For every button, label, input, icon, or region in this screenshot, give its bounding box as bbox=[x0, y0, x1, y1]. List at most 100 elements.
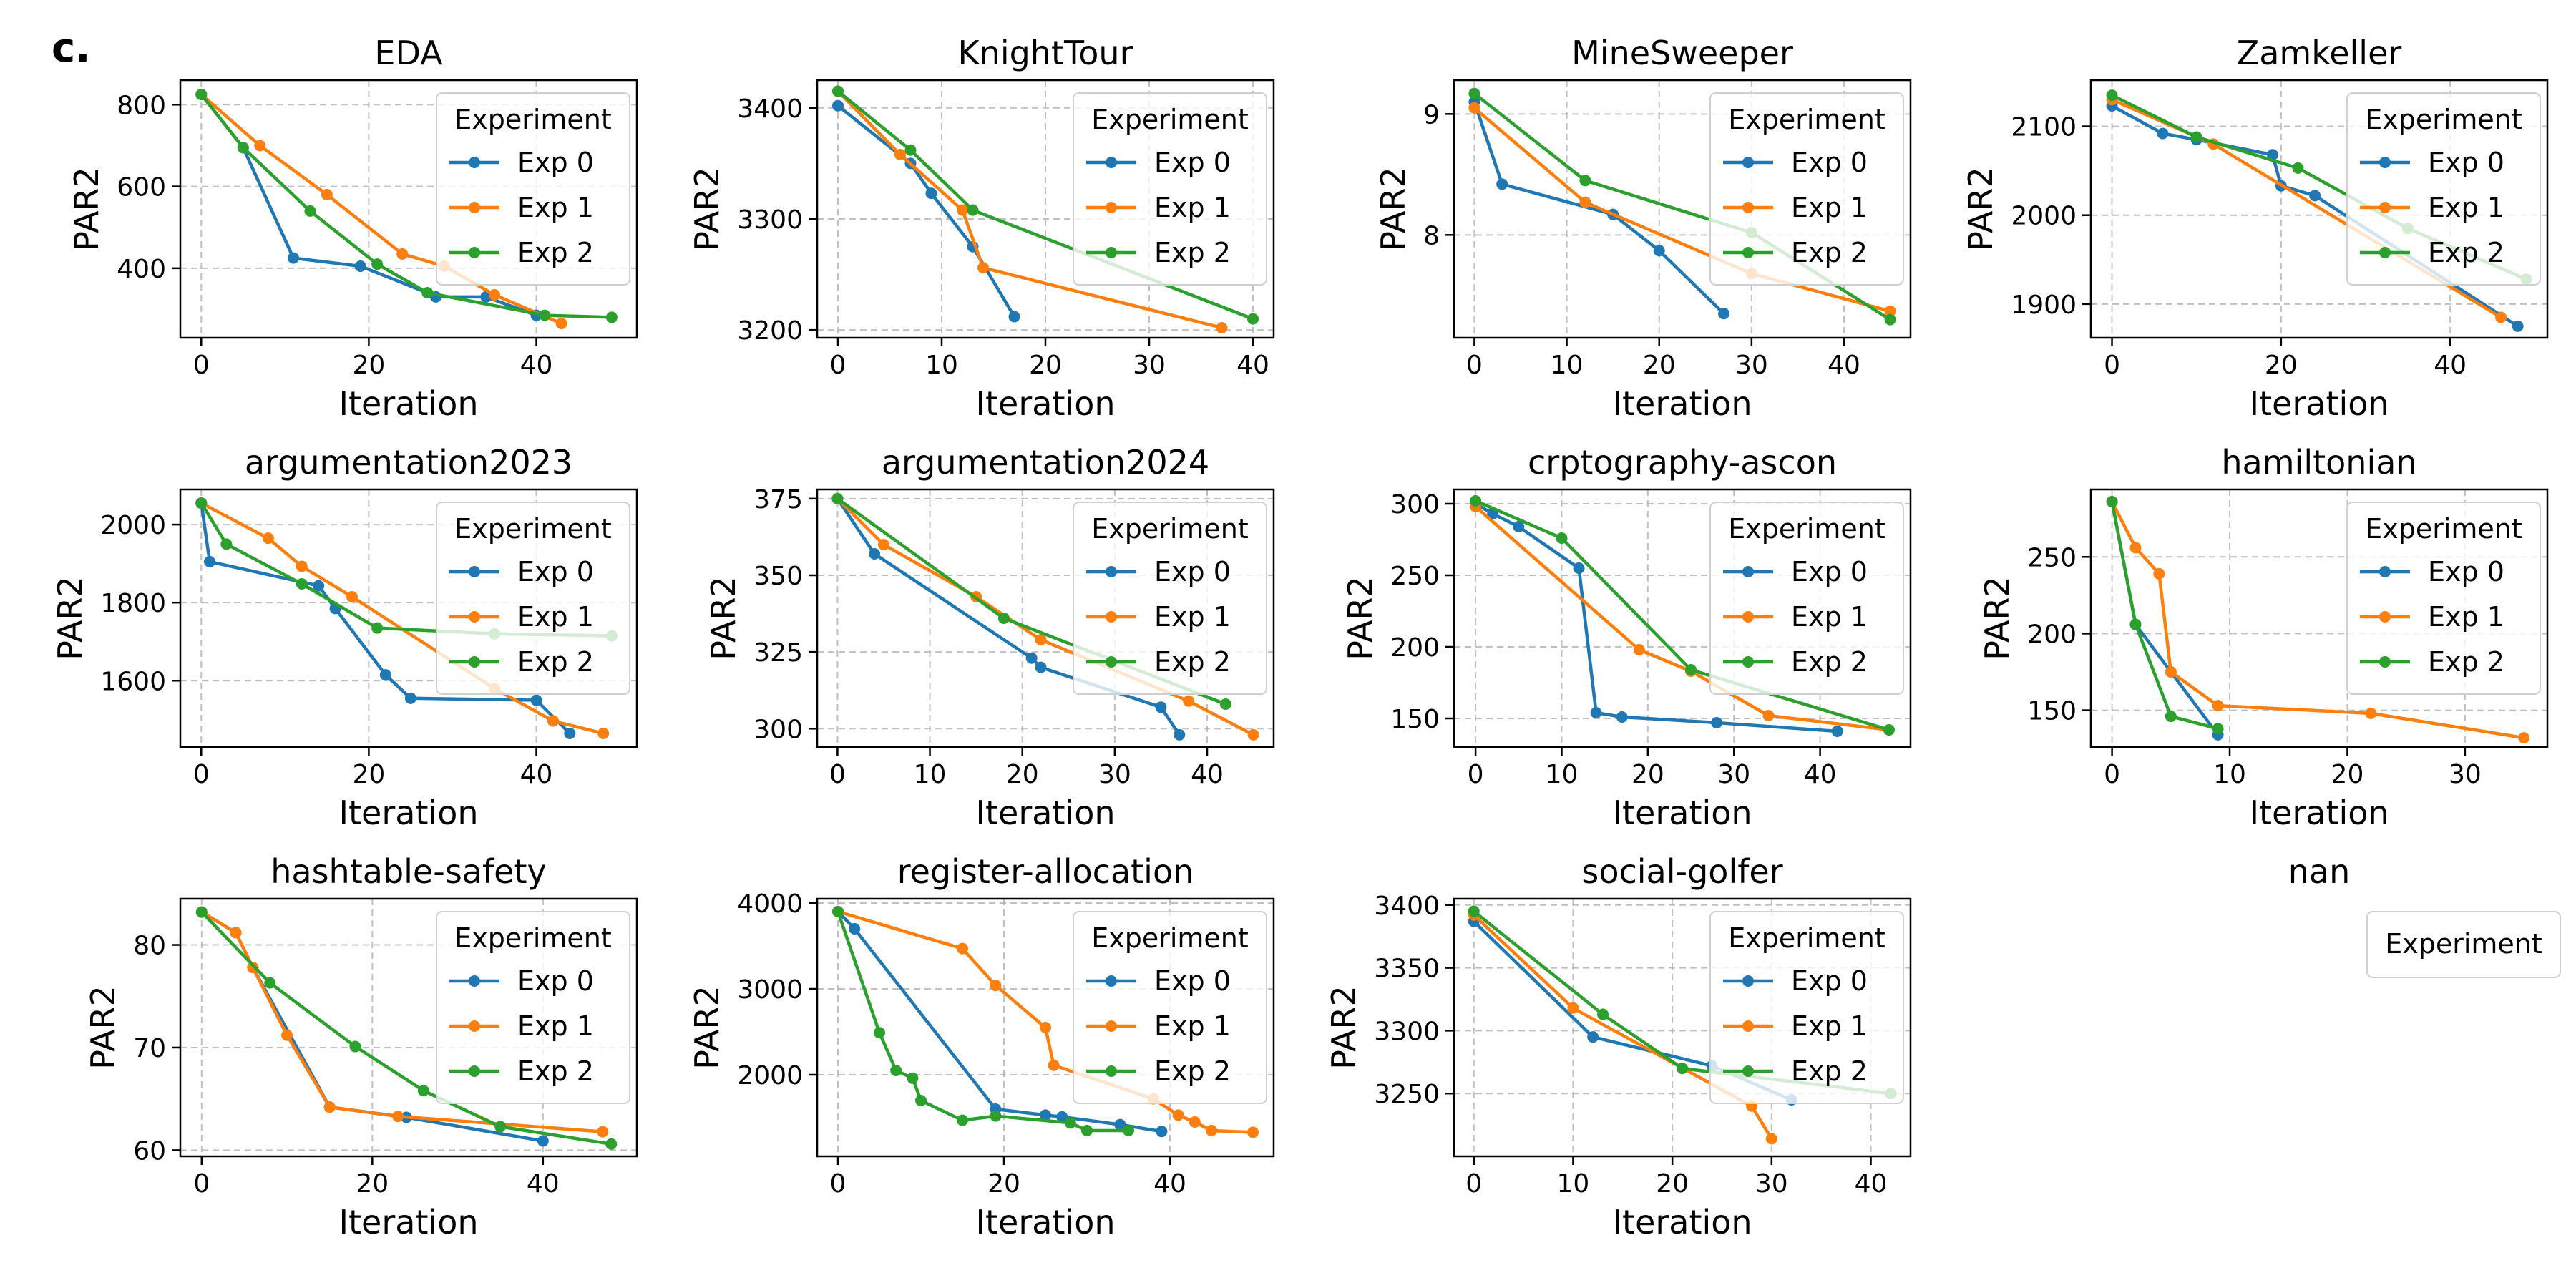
x-axis-label: Iteration bbox=[975, 384, 1115, 423]
x-axis-label: Iteration bbox=[338, 794, 478, 832]
legend-swatch-marker bbox=[2379, 611, 2391, 623]
legend-swatch-marker bbox=[1742, 1065, 1754, 1077]
legend-entry-exp-0: Exp 0 bbox=[449, 147, 594, 178]
x-tick-label: 0 bbox=[1465, 1169, 1482, 1199]
data-point bbox=[1123, 1125, 1134, 1136]
legend-label: Exp 0 bbox=[2428, 147, 2504, 178]
legend-label: Exp 1 bbox=[517, 1010, 594, 1042]
legend-swatch-marker bbox=[1742, 975, 1754, 987]
data-point bbox=[1172, 1109, 1184, 1121]
panel-title: Zamkeller bbox=[2237, 34, 2402, 72]
y-axis-label: PAR2 bbox=[688, 985, 726, 1070]
data-point bbox=[849, 923, 861, 935]
legend-swatch-marker bbox=[469, 202, 480, 213]
data-point bbox=[564, 727, 576, 739]
series-line bbox=[2110, 501, 2219, 731]
axes-frame bbox=[179, 488, 638, 748]
legend-label: Exp 1 bbox=[517, 601, 594, 633]
y-tick-label: 80 bbox=[133, 932, 166, 961]
legend-frame bbox=[2346, 502, 2541, 695]
legend-swatch-marker bbox=[1742, 1020, 1754, 1032]
data-point bbox=[904, 144, 917, 156]
data-point bbox=[605, 311, 618, 323]
x-tick-label: 40 bbox=[1804, 760, 1837, 789]
legend-label: Exp 2 bbox=[2428, 237, 2504, 268]
data-point bbox=[349, 1040, 361, 1053]
y-axis-label: PAR2 bbox=[1374, 167, 1413, 251]
data-point bbox=[404, 692, 416, 704]
y-tick-label: 3300 bbox=[1374, 1017, 1440, 1046]
data-point bbox=[2106, 89, 2118, 102]
legend-entry-exp-2: Exp 2 bbox=[1086, 237, 1231, 268]
data-point bbox=[1884, 305, 1896, 317]
legend-label: Exp 0 bbox=[1791, 556, 1868, 587]
series-exp-2 bbox=[2106, 496, 2224, 735]
legend-entry-exp-0: Exp 0 bbox=[449, 965, 594, 997]
legend-frame bbox=[1709, 911, 1904, 1104]
series-line bbox=[836, 911, 1128, 1133]
legend-swatch-marker bbox=[2379, 656, 2391, 668]
legend: Experiment Exp 0 Exp 1 Exp 2 bbox=[1073, 502, 1267, 695]
data-point bbox=[915, 1095, 927, 1106]
data-point bbox=[1567, 1002, 1579, 1014]
data-point bbox=[371, 258, 384, 270]
y-tick-label: 2000 bbox=[2011, 202, 2077, 231]
x-tick-label: 20 bbox=[352, 760, 385, 789]
y-tick-label: 400 bbox=[117, 255, 166, 284]
data-point bbox=[977, 262, 989, 274]
figure-label: c. bbox=[52, 25, 90, 72]
y-tick-label: 1900 bbox=[2011, 291, 2077, 320]
legend-entry-exp-2: Exp 2 bbox=[1086, 646, 1231, 678]
data-point bbox=[2267, 149, 2279, 161]
series-exp-2 bbox=[1470, 495, 1895, 736]
legend-entry-exp-0: Exp 0 bbox=[1723, 147, 1868, 178]
data-point bbox=[220, 538, 233, 550]
data-point bbox=[2518, 732, 2530, 744]
data-point bbox=[1155, 701, 1167, 713]
data-point bbox=[967, 204, 979, 216]
legend-frame bbox=[436, 502, 630, 695]
legend-label: Exp 2 bbox=[1154, 1055, 1231, 1087]
data-point bbox=[597, 727, 610, 739]
legend-entry-exp-2: Exp 2 bbox=[1723, 646, 1868, 678]
panel-hamiltonian: hamiltonian 0 10 20 30 150 200 250 Iteration PAR2… bbox=[1978, 443, 2549, 832]
panel-eda: EDA 0 20 40 400 600 800 Iteration PAR2 Experiment… bbox=[67, 34, 638, 423]
data-point bbox=[869, 548, 881, 560]
legend-label: Exp 1 bbox=[2428, 192, 2504, 223]
data-point bbox=[1496, 178, 1508, 190]
y-tick-label: 8 bbox=[1423, 221, 1440, 250]
axes-frame bbox=[1453, 897, 1912, 1158]
panel-knighttour: KnightTour 0 10 20 30 40 3200 3300 3400 Iteration… bbox=[688, 34, 1275, 423]
data-point bbox=[421, 287, 434, 299]
data-point bbox=[296, 560, 308, 572]
legend: Experiment Exp 0 Exp 1 Exp 2 bbox=[1709, 92, 1904, 286]
data-point bbox=[392, 1111, 404, 1123]
panel-title: hamiltonian bbox=[2221, 443, 2416, 482]
y-axis-label: PAR2 bbox=[84, 985, 122, 1070]
x-tick-label: 30 bbox=[2449, 760, 2482, 789]
series-exp-2 bbox=[195, 906, 618, 1150]
y-tick-label: 3250 bbox=[1374, 1080, 1440, 1109]
data-point bbox=[555, 318, 567, 329]
legend-swatch-marker bbox=[469, 1065, 480, 1077]
x-tick-label: 10 bbox=[925, 351, 958, 380]
legend: Experiment Exp 0 Exp 1 Exp 2 bbox=[436, 911, 630, 1104]
legend-label: Exp 1 bbox=[1154, 601, 1231, 633]
data-point bbox=[2165, 711, 2177, 723]
data-point bbox=[1718, 308, 1730, 320]
data-point bbox=[597, 1126, 609, 1138]
data-point bbox=[2292, 162, 2304, 174]
data-point bbox=[304, 205, 316, 217]
legend-swatch-marker bbox=[2379, 157, 2391, 168]
y-tick-label: 200 bbox=[1390, 633, 1440, 663]
legend-entry-exp-0: Exp 0 bbox=[1086, 556, 1231, 587]
data-point bbox=[2212, 700, 2224, 712]
x-tick-label: 40 bbox=[520, 760, 553, 789]
x-tick-label: 40 bbox=[520, 351, 553, 380]
data-point bbox=[1677, 1063, 1688, 1075]
data-point bbox=[894, 148, 906, 160]
x-tick-label: 0 bbox=[193, 351, 210, 380]
data-point bbox=[230, 927, 242, 939]
data-point bbox=[832, 906, 844, 917]
